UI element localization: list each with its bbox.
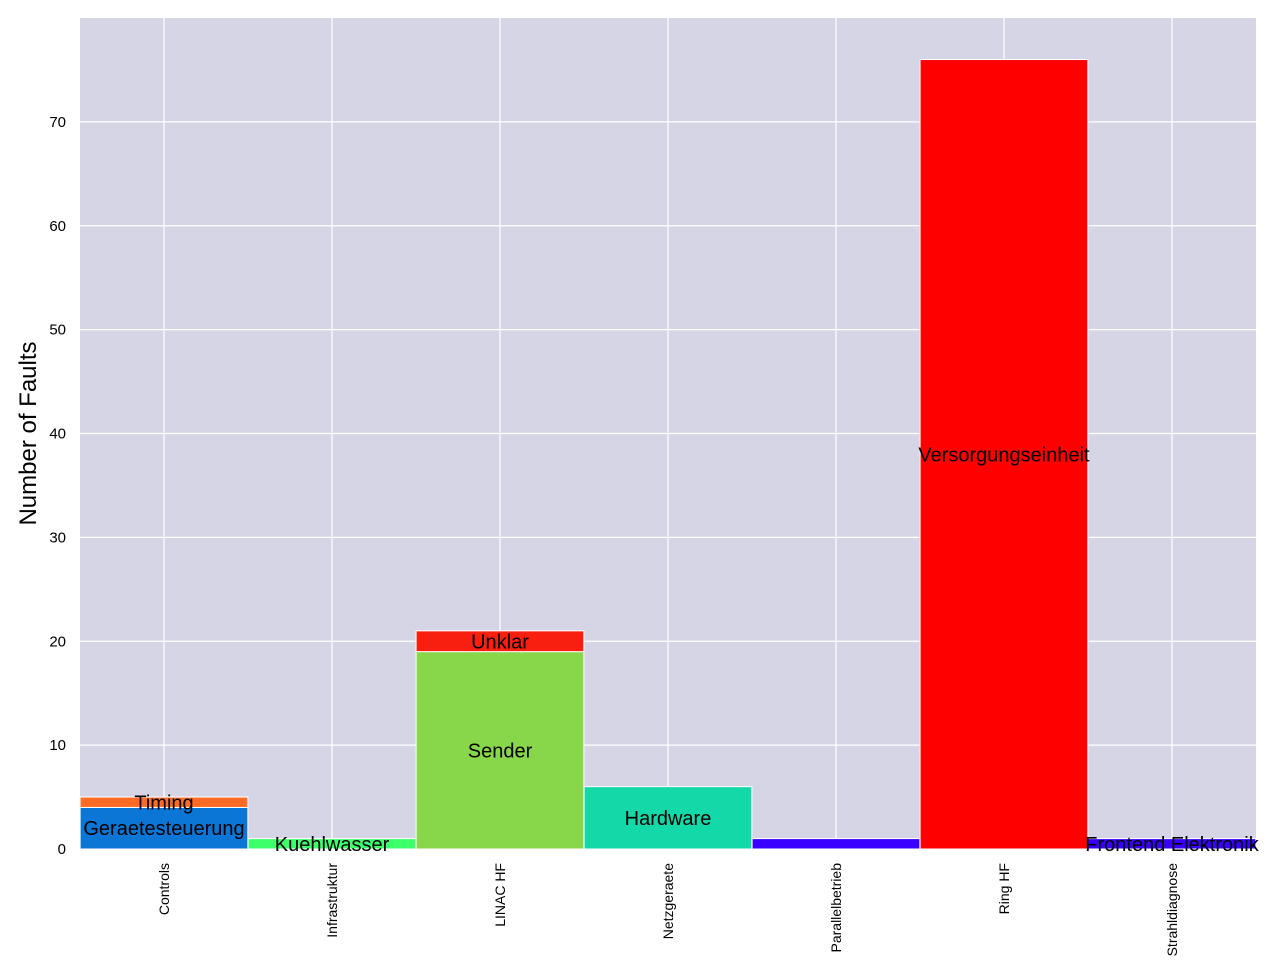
bar-segment-label: Versorgungseinheit (918, 444, 1090, 466)
y-axis-ticks: 0 10 20 30 40 50 60 70 (49, 114, 66, 858)
x-tick-label: Strahldiagnose (1164, 863, 1180, 957)
y-tick-label: 30 (49, 529, 66, 546)
bar-segment-label: Sender (468, 740, 533, 762)
bar-segment (79, 796, 249, 808)
y-tick-label: 0 (58, 841, 66, 858)
bar-segment-label: Frontend Elektronik (1085, 834, 1259, 856)
y-tick-label: 50 (49, 322, 66, 339)
x-tick-label: Ring HF (996, 863, 1012, 914)
bar-segment-label: Hardware (625, 808, 712, 830)
x-tick-label: Infrastruktur (324, 863, 340, 938)
y-tick-label: 60 (49, 218, 66, 235)
y-tick-label: 20 (49, 633, 66, 650)
bar-segment (751, 838, 921, 850)
bar-segment-label: Unklar (471, 631, 529, 653)
x-tick-label: LINAC HF (492, 863, 508, 927)
x-tick-label: Parallelbetrieb (828, 863, 844, 953)
bar-segment (583, 786, 753, 850)
x-tick-label: Controls (156, 863, 172, 915)
bar-segment-label: Kuehlwasser (275, 834, 390, 856)
x-tick-label: Netzgeraete (660, 863, 676, 939)
bar-segment-label: Timing (134, 792, 193, 814)
segment-labels-group: Geraetesteuerung Timing Kuehlwasser Sender U… (83, 444, 1259, 856)
y-tick-label: 10 (49, 737, 66, 754)
y-axis-label: Number of Faults (15, 341, 42, 525)
bars-group (79, 59, 1257, 850)
bar-segment (415, 651, 585, 850)
bar-segment-label: Geraetesteuerung (83, 818, 244, 840)
y-tick-label: 70 (49, 114, 66, 131)
bar-segment (1087, 838, 1257, 850)
x-axis-ticks: Controls Infrastruktur LINAC HF Netzgeraete… (156, 863, 1180, 957)
bar-segment (415, 630, 585, 653)
bar-segment (919, 59, 1089, 850)
y-tick-label: 40 (49, 426, 66, 443)
